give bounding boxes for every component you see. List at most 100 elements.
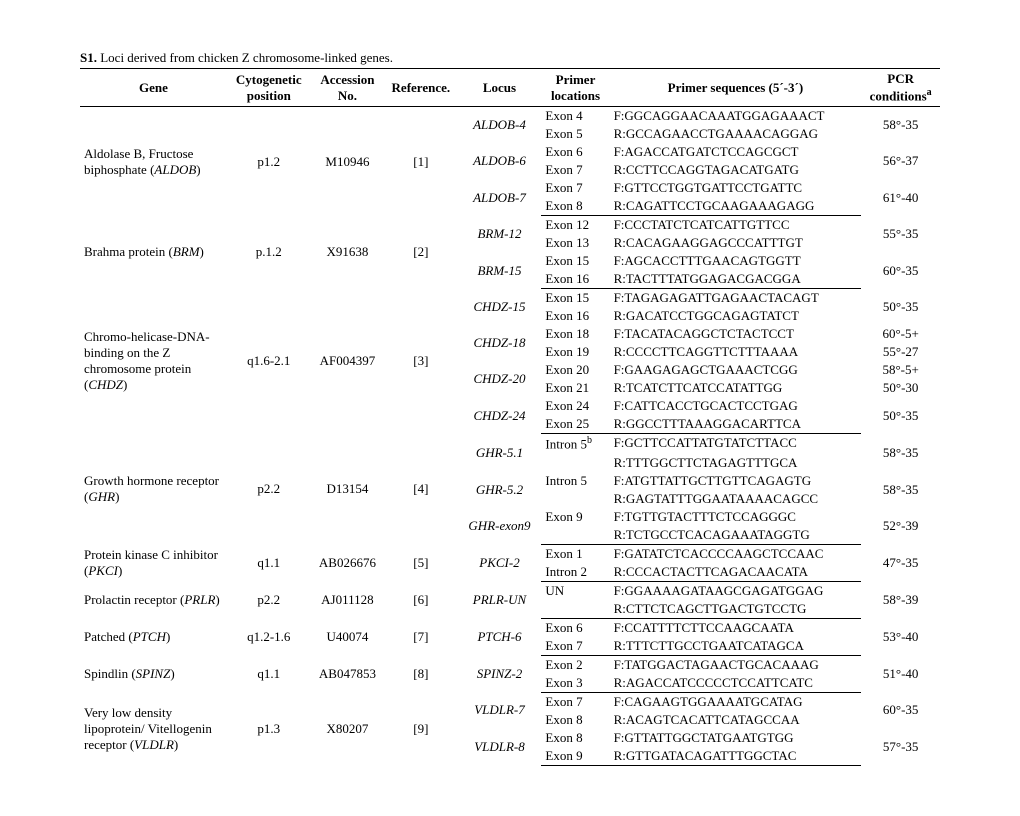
- cell-primer-location: Intron 2: [541, 563, 609, 582]
- cell-cyto: q1.1: [227, 544, 311, 581]
- cell-locus: CHDZ-20: [458, 361, 542, 397]
- cell-reference: [1]: [384, 107, 457, 216]
- cell-sequence: R:TTTCTTGCCTGAATCATAGCA: [610, 637, 862, 656]
- cell-accession: X80207: [311, 692, 384, 765]
- cell-gene: Patched (PTCH): [80, 618, 227, 655]
- cell-sequence: R:GACATCCTGGCAGAGTATCT: [610, 307, 862, 325]
- cell-primer-location: [541, 526, 609, 545]
- table-body: Aldolase B, Fructose biphosphate (ALDOB)…: [80, 107, 940, 765]
- cell-pcr: 58°-35: [861, 107, 940, 144]
- cell-primer-location: UN: [541, 581, 609, 600]
- cell-sequence: R:TCTGCCTCACAGAAATAGGTG: [610, 526, 862, 545]
- cell-accession: AJ011128: [311, 581, 384, 618]
- cell-sequence: F:TATGGACTAGAACTGCACAAAG: [610, 655, 862, 674]
- cell-cyto: p1.2: [227, 107, 311, 216]
- cell-reference: [3]: [384, 289, 457, 434]
- cell-locus: PTCH-6: [458, 618, 542, 655]
- cell-pcr: 60°-35: [861, 252, 940, 289]
- cell-primer-location: Exon 9: [541, 747, 609, 766]
- cell-primer-location: Exon 6: [541, 143, 609, 161]
- cell-gene: Chromo-helicase-DNA-binding on the Z chr…: [80, 289, 227, 434]
- cell-primer-location: Exon 25: [541, 415, 609, 434]
- cell-locus: PKCI-2: [458, 544, 542, 581]
- cell-cyto: p.1.2: [227, 216, 311, 289]
- table-caption: S1. Loci derived from chicken Z chromoso…: [80, 50, 940, 66]
- table-row: Protein kinase C inhibitor (PKCI)q1.1AB0…: [80, 544, 940, 563]
- cell-pcr: 57°-35: [861, 729, 940, 766]
- cell-cyto: p2.2: [227, 434, 311, 544]
- cell-sequence: R:CACAGAAGGAGCCCATTTGT: [610, 234, 862, 252]
- cell-accession: AF004397: [311, 289, 384, 434]
- cell-accession: D13154: [311, 434, 384, 544]
- cell-reference: [9]: [384, 692, 457, 765]
- cell-primer-location: Exon 5: [541, 125, 609, 143]
- cell-cyto: p2.2: [227, 581, 311, 618]
- cell-sequence: F:GCTTCCATTATGTATCTTACC: [610, 434, 862, 454]
- cell-primer-location: Exon 2: [541, 655, 609, 674]
- cell-locus: VLDLR-7: [458, 692, 542, 729]
- cell-accession: AB026676: [311, 544, 384, 581]
- cell-locus: CHDZ-18: [458, 325, 542, 361]
- cell-sequence: F:GTTCCTGGTGATTCCTGATTC: [610, 179, 862, 197]
- cell-sequence: R:GAGTATTTGGAATAAAACAGCC: [610, 490, 862, 508]
- cell-accession: U40074: [311, 618, 384, 655]
- cell-locus: GHR-exon9: [458, 508, 542, 545]
- cell-sequence: R:CCCCTTCAGGTTCTTTAAAA: [610, 343, 862, 361]
- cell-gene: Protein kinase C inhibitor (PKCI): [80, 544, 227, 581]
- cell-sequence: R:GTTGATACAGATTTGGCTAC: [610, 747, 862, 766]
- cell-sequence: F:GGCAGGAACAAATGGAGAAACT: [610, 107, 862, 126]
- cell-primer-location: Exon 7: [541, 692, 609, 711]
- cell-primer-location: Exon 7: [541, 179, 609, 197]
- cell-reference: [8]: [384, 655, 457, 692]
- cell-primer-location: Exon 19: [541, 343, 609, 361]
- cell-sequence: F:AGACCATGATCTCCAGCGCT: [610, 143, 862, 161]
- cell-accession: X91638: [311, 216, 384, 289]
- cell-sequence: F:GGAAAAGATAAGCGAGATGGAG: [610, 581, 862, 600]
- table-row: Aldolase B, Fructose biphosphate (ALDOB)…: [80, 107, 940, 126]
- cell-reference: [6]: [384, 581, 457, 618]
- cell-locus: ALDOB-4: [458, 107, 542, 144]
- col-locus: Locus: [458, 69, 542, 107]
- cell-locus: ALDOB-6: [458, 143, 542, 179]
- cell-primer-location: Intron 5: [541, 472, 609, 490]
- cell-pcr: 50°-35: [861, 289, 940, 326]
- col-gene: Gene: [80, 69, 227, 107]
- cell-accession: AB047853: [311, 655, 384, 692]
- col-ref: Reference.: [384, 69, 457, 107]
- cell-sequence: F:TGTTGTACTTTCTCCAGGGC: [610, 508, 862, 526]
- cell-primer-location: Exon 21: [541, 379, 609, 397]
- cell-sequence: R:GGCCTTTAAAGGACARTTCA: [610, 415, 862, 434]
- loci-table: Gene Cytogenetic position Accession No. …: [80, 68, 940, 766]
- cell-sequence: F:CATTCACCTGCACTCCTGAG: [610, 397, 862, 415]
- cell-primer-location: Exon 15: [541, 252, 609, 270]
- col-primer-loc: Primer locations: [541, 69, 609, 107]
- caption-prefix: S1.: [80, 50, 97, 65]
- cell-cyto: q1.1: [227, 655, 311, 692]
- cell-primer-location: Exon 8: [541, 729, 609, 747]
- cell-sequence: R:CAGATTCCTGCAAGAAAGAGG: [610, 197, 862, 216]
- cell-primer-location: Exon 24: [541, 397, 609, 415]
- cell-reference: [2]: [384, 216, 457, 289]
- cell-locus: VLDLR-8: [458, 729, 542, 766]
- cell-pcr: 51°-40: [861, 655, 940, 692]
- cell-sequence: R:TACTTTATGGAGACGACGGA: [610, 270, 862, 289]
- cell-sequence: F:CAGAAGTGGAAAATGCATAG: [610, 692, 862, 711]
- cell-gene: Spindlin (SPINZ): [80, 655, 227, 692]
- cell-primer-location: Exon 8: [541, 711, 609, 729]
- cell-sequence: F:CCCTATCTCATCATTGTTCC: [610, 216, 862, 235]
- cell-primer-location: Exon 8: [541, 197, 609, 216]
- cell-primer-location: Exon 9: [541, 508, 609, 526]
- table-row: Chromo-helicase-DNA-binding on the Z chr…: [80, 289, 940, 308]
- cell-primer-location: Exon 1: [541, 544, 609, 563]
- cell-primer-location: Exon 13: [541, 234, 609, 252]
- col-cyto: Cytogenetic position: [227, 69, 311, 107]
- cell-sequence: F:TAGAGAGATTGAGAACTACAGT: [610, 289, 862, 308]
- cell-pcr: 47°-35: [861, 544, 940, 581]
- cell-primer-location: Exon 16: [541, 270, 609, 289]
- cell-primer-location: Exon 7: [541, 637, 609, 656]
- cell-cyto: p1.3: [227, 692, 311, 765]
- cell-gene: Prolactin receptor (PRLR): [80, 581, 227, 618]
- cell-cyto: q1.2-1.6: [227, 618, 311, 655]
- cell-pcr: 55°-27: [861, 343, 940, 361]
- col-pcr: PCR conditionsa: [861, 69, 940, 107]
